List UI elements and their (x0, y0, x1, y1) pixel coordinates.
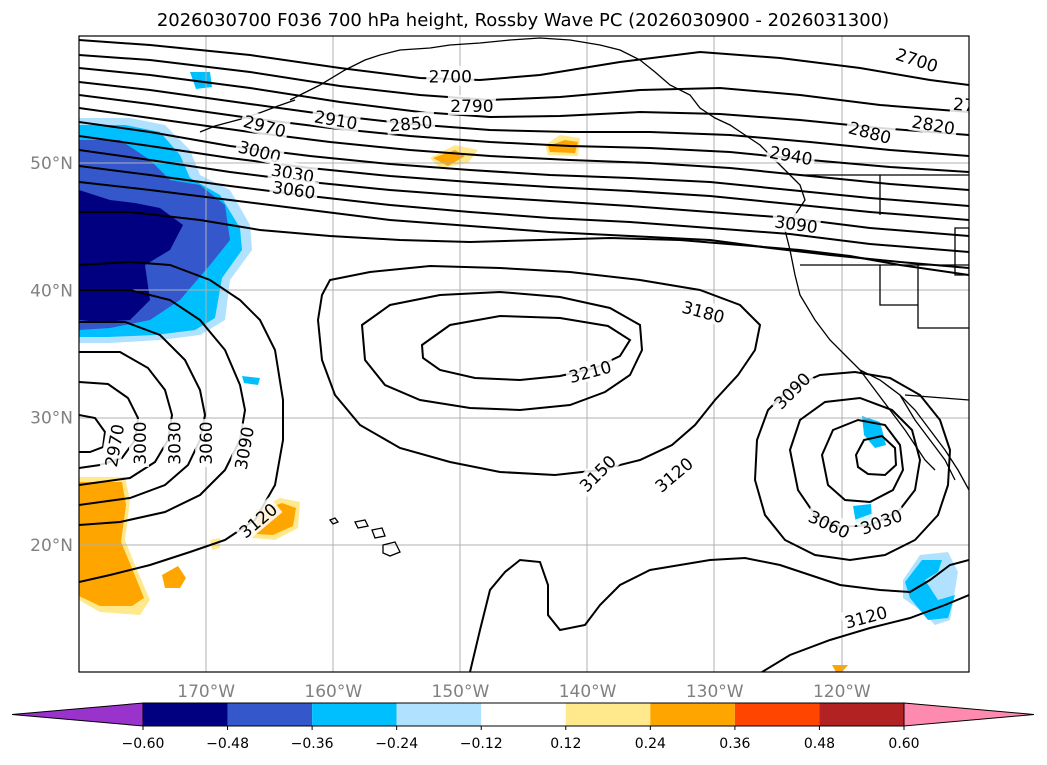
colorbar-tick-label: −0.12 (460, 736, 503, 752)
contour-label-backdrop (239, 109, 291, 142)
contour-label-backdrop (564, 354, 616, 387)
colorbar (11, 702, 1035, 727)
contour-label-backdrop (677, 295, 730, 327)
contour-label-backdrop (844, 115, 896, 148)
lon-tick-label: 150°W (432, 682, 490, 702)
lat-tick-label: 30°N (30, 409, 73, 429)
colorbar-tick-label: −0.36 (291, 736, 334, 752)
contour-label-backdrop (572, 448, 622, 497)
colorbar-bin (312, 703, 397, 726)
contour-label-backdrop (268, 175, 320, 203)
contour-label-backdrop (229, 422, 258, 474)
contour-label: 3000 (131, 421, 151, 464)
contour-label: 27 (952, 95, 975, 117)
border-lines (800, 174, 969, 401)
contour-label-backdrop (426, 65, 475, 86)
contour-label-backdrop (163, 419, 184, 468)
contour-label: 3060 (197, 421, 217, 464)
contour-label: 2700 (429, 68, 472, 88)
lon-tick-label: 160°W (304, 682, 362, 702)
hawaii-islands (328, 517, 401, 557)
colorbar-tick-label: −0.60 (122, 736, 165, 752)
map-frame (78, 35, 970, 673)
lat-tick-label: 50°N (30, 154, 73, 174)
lat-tick-label: 40°N (30, 281, 73, 301)
latitude-labels: 50°N 40°N 30°N 20°N (30, 154, 73, 556)
contour-label-backdrop (310, 104, 362, 133)
alaska-coast (289, 37, 786, 171)
lon-tick-label: 120°W (813, 682, 871, 702)
colorbar-bin (734, 703, 820, 726)
contour-label: 2850 (389, 113, 434, 137)
contour-label: 2790 (450, 97, 493, 117)
lon-tick-label: 130°W (686, 682, 744, 702)
colorbar-tick-label: 0.48 (804, 736, 835, 752)
colorbar-tick-labels: −0.60 −0.48 −0.36 −0.24 −0.12 0.12 0.24 0.36 0.4… (122, 726, 920, 752)
contour-label-backdrop (767, 366, 816, 415)
contour-label-backdrop (99, 420, 128, 471)
contour-label-backdrop (771, 210, 822, 237)
colorbar-bin (650, 703, 735, 726)
colorbar-bin (143, 703, 228, 726)
contour-label-backdrop (765, 140, 817, 169)
colorbar-tick-label: 0.24 (635, 736, 666, 752)
contour-label-backdrop (908, 110, 959, 139)
colorbar-bin (396, 703, 482, 726)
contour-label-backdrop (839, 600, 892, 633)
colorbar-bin (227, 703, 313, 726)
lat-tick-label: 20°N (30, 536, 73, 556)
contour-label-backdrop (803, 504, 856, 543)
contour-label-backdrop (648, 450, 699, 498)
longitude-labels: 170°W 160°W 150°W 140°W 130°W 120°W (177, 682, 871, 702)
contour-label-backdrop (447, 94, 496, 115)
contour-label-backdrop (232, 496, 283, 543)
colorbar-tick-label: 0.12 (550, 736, 581, 752)
lon-tick-label: 170°W (177, 682, 235, 702)
contour-label-backdrop (854, 503, 907, 539)
contour-label-backdrop (129, 419, 150, 468)
colorbar-outline (142, 702, 905, 727)
contour-label-backdrop (385, 110, 436, 135)
colorbar-tick-label: 0.36 (719, 736, 750, 752)
colorbar-tick-label: 0.60 (888, 736, 919, 752)
colorbar-tick-label: −0.24 (375, 736, 418, 752)
contour-label-backdrop (195, 419, 216, 468)
colorbar-tick-label: −0.48 (206, 736, 249, 752)
colorbar-bin (819, 703, 904, 726)
contour-label-backdrop (891, 42, 944, 77)
colorbar-bin (565, 703, 651, 726)
lon-tick-label: 140°W (559, 682, 617, 702)
contour-label: 3030 (165, 421, 185, 464)
baja-peninsula (859, 369, 936, 471)
colorbar-extend-high (903, 702, 1035, 727)
contour-label-backdrop (949, 92, 969, 115)
colorbar-bin (481, 703, 566, 726)
figure-title: 2026030700 F036 700 hPa height, Rossby W… (157, 10, 889, 31)
colorbar-extend-low (11, 702, 144, 727)
